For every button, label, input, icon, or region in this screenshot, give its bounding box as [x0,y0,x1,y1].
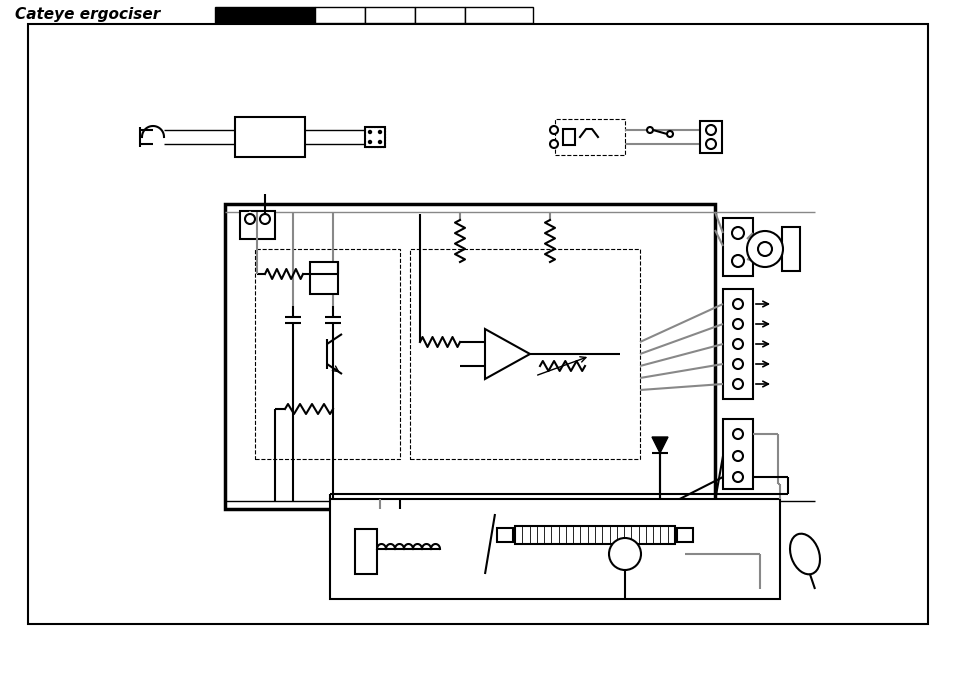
Circle shape [732,319,742,329]
Circle shape [705,125,716,135]
Circle shape [550,140,558,148]
Circle shape [732,451,742,461]
Bar [365,7,415,23]
Bar [240,211,274,239]
Polygon shape [651,437,667,453]
Text: Cateye ergociser: Cateye ergociser [15,7,160,22]
Circle shape [732,379,742,389]
Bar [355,529,376,574]
Bar [781,227,800,271]
Bar [225,204,714,509]
Circle shape [608,538,640,570]
Polygon shape [484,329,530,379]
Ellipse shape [789,534,820,574]
Circle shape [368,140,371,144]
Bar [234,117,305,157]
Circle shape [731,227,743,239]
Bar [310,262,337,294]
Bar [677,528,692,542]
Bar [365,127,385,147]
Circle shape [732,299,742,309]
Circle shape [731,255,743,267]
Bar [314,7,365,23]
Circle shape [646,127,652,133]
Bar [464,7,533,23]
Bar [365,127,385,147]
Bar [562,129,575,145]
Bar [515,526,675,544]
Circle shape [705,139,716,149]
Bar [214,7,314,23]
Bar [722,289,752,399]
Circle shape [732,472,742,482]
Bar [28,24,927,624]
Bar [410,249,639,459]
Bar [254,249,399,459]
Bar [415,7,464,23]
Circle shape [368,131,371,133]
Circle shape [550,126,558,134]
Circle shape [260,214,270,224]
Circle shape [746,231,782,267]
Bar [722,218,752,276]
Bar [555,119,624,155]
Circle shape [732,429,742,439]
Bar [700,121,721,153]
Circle shape [378,140,381,144]
Circle shape [732,359,742,369]
Bar [722,419,752,489]
Circle shape [732,339,742,349]
Bar [497,528,513,542]
Circle shape [378,131,381,133]
Bar [330,499,780,599]
Circle shape [245,214,254,224]
Circle shape [666,131,672,137]
Circle shape [758,242,771,256]
